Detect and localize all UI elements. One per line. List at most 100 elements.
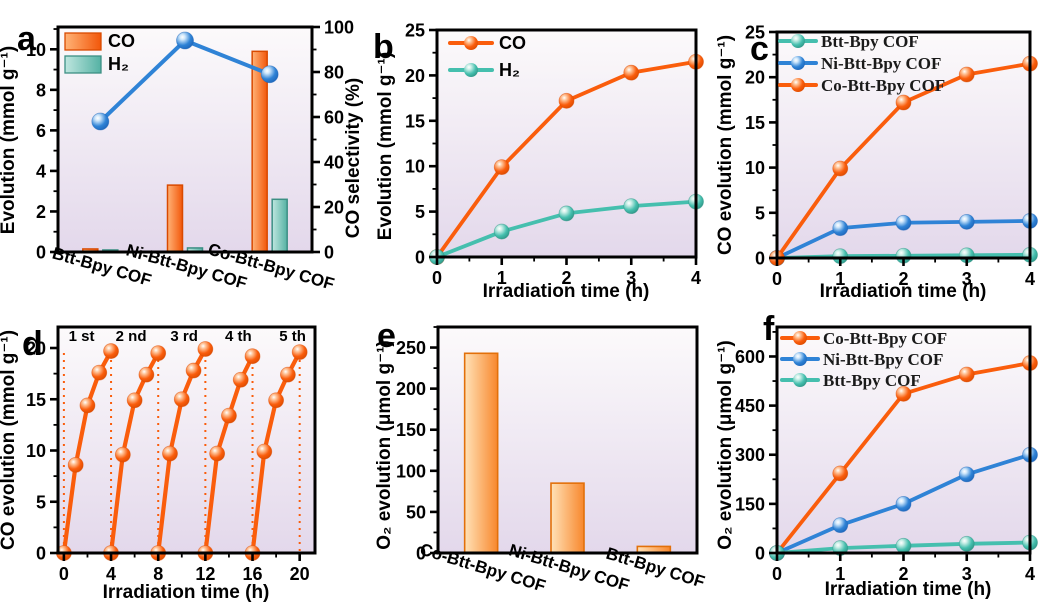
cycle-label: 2 nd xyxy=(116,328,147,345)
legend-label: Btt-Bpy COF xyxy=(823,371,921,390)
panel-letter: d xyxy=(22,325,43,363)
svg-text:3: 3 xyxy=(962,564,972,584)
svg-text:20: 20 xyxy=(290,564,310,584)
svg-text:20: 20 xyxy=(324,198,344,218)
panel-letter: c xyxy=(750,30,769,68)
panel-letter: b xyxy=(373,28,394,66)
y-axis-title: O₂ evolution (μmol g⁻¹) xyxy=(374,340,395,550)
svg-text:4: 4 xyxy=(36,161,46,181)
panel-d: 0 5 10 15 20 0 4 8 12 16 20 CO evolution (mmol g⁻¹)… xyxy=(0,325,317,603)
cycle-5 xyxy=(244,344,308,561)
y-axis-title: Evolution (mmol g⁻¹) xyxy=(375,52,396,240)
svg-text:3: 3 xyxy=(626,268,636,288)
svg-text:15: 15 xyxy=(405,111,425,131)
svg-text:1: 1 xyxy=(835,564,845,584)
legend-label: Co-Btt-Bpy COF xyxy=(823,329,947,348)
panel-c: 0 5 10 15 20 25 0 1 2 3 4 CO evolution (mmol g⁻¹) Ir… xyxy=(715,23,1038,302)
selectivity-line xyxy=(91,31,279,131)
cycle-label: 3 rd xyxy=(170,328,198,345)
legend-label: CO xyxy=(499,33,526,53)
bar-series-CO xyxy=(82,50,268,253)
plot-border xyxy=(56,325,317,555)
svg-text:0: 0 xyxy=(755,544,765,564)
plot-background xyxy=(777,327,1030,553)
svg-text:16: 16 xyxy=(243,564,263,584)
cycle-label: 1 st xyxy=(69,328,95,345)
svg-text:0: 0 xyxy=(416,544,426,564)
svg-text:40: 40 xyxy=(324,153,344,173)
legend-label: Co-Btt-Bpy COF xyxy=(821,76,945,95)
svg-text:0: 0 xyxy=(755,249,765,269)
legend-label: H₂ xyxy=(108,54,129,74)
svg-text:2: 2 xyxy=(898,564,908,584)
svg-text:450: 450 xyxy=(735,396,765,416)
svg-text:600: 600 xyxy=(735,347,765,367)
bar xyxy=(550,482,585,554)
svg-text:150: 150 xyxy=(396,420,426,440)
svg-text:200: 200 xyxy=(396,379,426,399)
svg-text:0: 0 xyxy=(415,248,425,268)
svg-text:10: 10 xyxy=(405,157,425,177)
svg-text:250: 250 xyxy=(396,338,426,358)
cycle-4 xyxy=(197,348,261,561)
plot-background xyxy=(58,327,315,553)
y-axis-title: CO evolution (mmol g⁻¹) xyxy=(0,330,19,550)
panel-letter: a xyxy=(17,20,37,58)
legend-label: Ni-Btt-Bpy COF xyxy=(823,350,943,369)
svg-text:20: 20 xyxy=(405,66,425,86)
svg-text:100: 100 xyxy=(396,461,426,481)
x-axis-title: Irradiation time (h) xyxy=(820,281,987,302)
svg-text:10: 10 xyxy=(745,158,765,178)
y-axis-title: CO selectivity (%) xyxy=(343,78,364,239)
legend-label: H₂ xyxy=(499,60,520,80)
legend-label: CO xyxy=(108,31,135,51)
svg-text:4: 4 xyxy=(1025,564,1035,584)
svg-text:6: 6 xyxy=(36,121,46,141)
svg-text:3: 3 xyxy=(962,269,972,289)
svg-text:25: 25 xyxy=(745,23,765,43)
series-Btt-Bpy COF xyxy=(769,534,1038,561)
svg-text:50: 50 xyxy=(406,502,426,522)
legend-label: Btt-Bpy COF xyxy=(821,32,919,51)
svg-text:0: 0 xyxy=(772,564,782,584)
svg-text:2: 2 xyxy=(36,202,46,222)
svg-text:300: 300 xyxy=(735,445,765,465)
svg-text:2: 2 xyxy=(561,268,571,288)
svg-text:5: 5 xyxy=(415,202,425,222)
svg-text:1: 1 xyxy=(835,269,845,289)
x-axis-title: Irradiation time (h) xyxy=(103,582,270,603)
svg-text:0: 0 xyxy=(59,564,69,584)
svg-text:4: 4 xyxy=(1025,269,1035,289)
x-axis-title: Irradiation time (h) xyxy=(483,281,650,302)
cycle-label: 4 th xyxy=(225,328,252,345)
svg-text:5: 5 xyxy=(36,492,46,512)
legend-label: Ni-Btt-Bpy COF xyxy=(821,54,941,73)
svg-text:0: 0 xyxy=(36,544,46,564)
svg-text:4: 4 xyxy=(106,564,116,584)
plot-background xyxy=(437,30,696,257)
svg-text:0: 0 xyxy=(36,243,46,263)
svg-text:100: 100 xyxy=(324,18,354,38)
cycle-label: 5 th xyxy=(279,328,306,345)
svg-text:2: 2 xyxy=(898,269,908,289)
svg-text:8: 8 xyxy=(153,564,163,584)
y-axis-title: CO evolution (mmol g⁻¹) xyxy=(715,35,736,255)
bar xyxy=(463,352,499,554)
plot-border xyxy=(436,325,699,555)
panel-b: 0 5 10 15 20 25 0 1 2 3 4 Evolution (mmol g⁻¹) Irrad… xyxy=(373,21,704,302)
panel-letter: e xyxy=(377,317,396,355)
panel-letter: f xyxy=(763,310,775,348)
svg-text:5: 5 xyxy=(755,203,765,223)
svg-text:150: 150 xyxy=(735,494,765,514)
panel-f: 0 150 300 450 600 0 1 2 3 4 O₂ evolution (μmol g⁻¹… xyxy=(715,310,1038,600)
svg-text:15: 15 xyxy=(26,390,46,410)
y-axis-title: Evolution (mmol g⁻¹) xyxy=(0,46,19,234)
svg-text:15: 15 xyxy=(745,113,765,133)
svg-text:4: 4 xyxy=(691,268,701,288)
svg-text:10: 10 xyxy=(26,40,46,60)
svg-text:12: 12 xyxy=(195,564,215,584)
